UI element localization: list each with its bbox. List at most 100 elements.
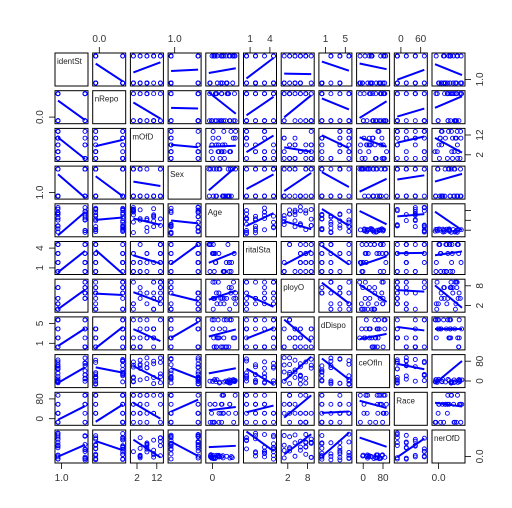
panel-frame — [356, 203, 391, 238]
data-point — [144, 301, 150, 307]
data-point — [262, 392, 267, 398]
data-point — [55, 155, 61, 161]
data-point — [244, 306, 249, 312]
smoother-line — [170, 398, 199, 413]
data-point — [297, 91, 303, 97]
data-point — [195, 118, 201, 124]
data-point — [93, 326, 99, 332]
panel-r8-c9 — [393, 354, 428, 389]
data-point — [55, 317, 61, 323]
smoother-line — [397, 213, 425, 218]
data-point — [157, 419, 163, 425]
panel-frame — [356, 241, 391, 275]
data-point — [210, 326, 216, 332]
bottom-tick-label: 8 — [305, 473, 311, 484]
data-point — [230, 53, 236, 59]
panel-frame — [205, 316, 240, 351]
data-point — [93, 295, 99, 301]
data-point — [319, 445, 325, 451]
data-point — [120, 218, 126, 224]
data-point — [394, 193, 400, 199]
data-point — [262, 227, 267, 233]
data-point — [262, 155, 267, 161]
data-point — [448, 285, 454, 291]
diagonal-label: mOfD — [132, 132, 153, 141]
data-point — [218, 80, 224, 86]
data-point — [157, 443, 163, 449]
data-point — [82, 290, 88, 296]
data-point — [337, 451, 343, 457]
data-point — [281, 442, 287, 448]
panel-frame — [280, 316, 315, 351]
data-point — [292, 166, 298, 172]
panel-r0-c9 — [393, 52, 428, 87]
smoother-line — [321, 357, 350, 381]
data-point — [55, 326, 61, 332]
data-point — [93, 335, 99, 341]
data-point — [168, 229, 174, 235]
smoother-line — [434, 250, 463, 257]
data-point — [435, 301, 441, 307]
data-point — [55, 91, 61, 97]
panel-r1-c7 — [318, 90, 353, 125]
smoother-line — [397, 326, 425, 332]
panel-frame — [243, 316, 277, 351]
data-point — [120, 410, 126, 416]
data-point — [444, 155, 450, 161]
smoother-line — [359, 283, 388, 303]
data-point — [394, 222, 400, 228]
data-point — [55, 118, 61, 124]
data-point — [438, 269, 444, 274]
smoother-line — [95, 326, 124, 349]
data-point — [363, 392, 369, 398]
data-point — [281, 149, 287, 155]
panel-frame — [318, 429, 353, 464]
data-point — [359, 80, 365, 86]
smoother-line — [283, 94, 312, 119]
data-point — [337, 401, 343, 407]
data-point — [271, 360, 276, 366]
data-point — [271, 193, 276, 199]
data-point — [168, 208, 174, 214]
data-point — [442, 135, 448, 141]
data-point — [297, 444, 303, 450]
data-point — [319, 285, 325, 291]
data-point — [151, 306, 157, 312]
data-point — [373, 419, 379, 425]
data-point — [337, 118, 343, 124]
data-point — [210, 155, 216, 161]
data-point — [357, 227, 363, 233]
panel-r9-c7 — [318, 391, 353, 426]
data-point — [82, 285, 88, 291]
data-point — [362, 193, 368, 199]
panel-r2-c2: mOfD — [129, 127, 164, 162]
top-tick-label: 0.0 — [92, 34, 106, 45]
data-point — [168, 221, 174, 227]
data-point — [213, 290, 219, 296]
data-point — [394, 380, 400, 386]
data-point — [451, 419, 457, 425]
data-point — [262, 193, 267, 199]
data-point — [303, 392, 309, 398]
data-point — [383, 251, 389, 256]
data-point — [450, 91, 456, 97]
data-point — [82, 410, 88, 416]
data-point — [297, 208, 303, 214]
panel-frame — [431, 52, 466, 87]
data-point — [195, 401, 201, 407]
data-point — [451, 118, 457, 124]
data-point — [244, 370, 249, 376]
data-point — [337, 445, 343, 450]
data-point — [55, 365, 61, 371]
data-point — [144, 392, 150, 398]
data-point — [346, 251, 352, 256]
data-point — [130, 301, 136, 307]
data-point — [337, 285, 343, 291]
data-point — [262, 448, 267, 454]
data-point — [394, 155, 400, 161]
data-point — [195, 155, 201, 161]
data-point — [213, 193, 219, 199]
data-point — [394, 317, 400, 323]
data-point — [55, 251, 61, 256]
data-point — [55, 285, 61, 291]
